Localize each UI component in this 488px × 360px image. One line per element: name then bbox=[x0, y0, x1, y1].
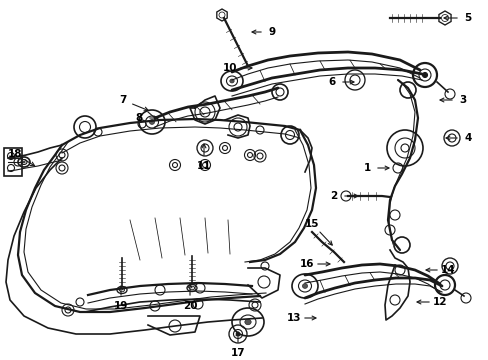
Text: 18: 18 bbox=[8, 149, 22, 159]
Bar bbox=[4, 148, 22, 176]
Text: 5: 5 bbox=[464, 13, 470, 23]
Text: 11: 11 bbox=[196, 161, 211, 171]
Ellipse shape bbox=[149, 120, 154, 125]
Text: 4: 4 bbox=[464, 133, 471, 143]
Text: 10: 10 bbox=[223, 63, 237, 73]
Text: 15: 15 bbox=[305, 219, 319, 229]
Text: 3: 3 bbox=[458, 95, 466, 105]
Text: 16: 16 bbox=[299, 259, 314, 269]
Text: 19: 19 bbox=[114, 301, 128, 311]
Text: 9: 9 bbox=[268, 27, 275, 37]
Text: 14: 14 bbox=[440, 265, 454, 275]
Ellipse shape bbox=[244, 319, 251, 325]
Text: 8: 8 bbox=[135, 113, 142, 123]
Text: 7: 7 bbox=[119, 95, 126, 105]
Ellipse shape bbox=[23, 161, 25, 163]
Circle shape bbox=[236, 332, 240, 336]
Text: 6: 6 bbox=[328, 77, 335, 87]
Ellipse shape bbox=[302, 284, 307, 288]
Ellipse shape bbox=[229, 79, 234, 83]
Circle shape bbox=[422, 72, 427, 77]
Text: 13: 13 bbox=[286, 313, 301, 323]
Text: 1: 1 bbox=[363, 163, 370, 173]
Text: 17: 17 bbox=[230, 348, 245, 358]
Text: 12: 12 bbox=[432, 297, 447, 307]
Text: 20: 20 bbox=[183, 301, 197, 311]
Text: 2: 2 bbox=[330, 191, 337, 201]
